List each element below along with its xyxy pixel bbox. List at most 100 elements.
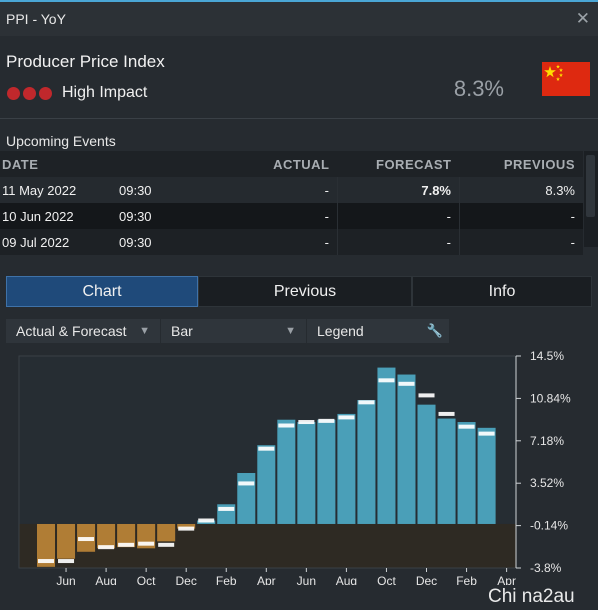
actual-bar xyxy=(417,404,436,524)
actual-bar xyxy=(357,400,376,524)
close-icon[interactable]: ✕ xyxy=(575,9,590,28)
impact-dot-icon xyxy=(23,86,36,100)
event-time: 09:30 xyxy=(113,177,162,203)
tab-chart[interactable]: Chart xyxy=(6,276,198,307)
tab-previous[interactable]: Previous xyxy=(198,276,412,307)
impact-label: High Impact xyxy=(62,84,148,101)
actual-bar xyxy=(57,523,76,559)
actual-bar xyxy=(117,523,136,548)
legend-label: Legend xyxy=(317,323,364,339)
forecast-marker xyxy=(138,541,155,546)
window-accent-line xyxy=(0,0,598,2)
forecast-marker xyxy=(358,400,375,405)
actual-bar xyxy=(437,418,456,524)
forecast-marker xyxy=(318,418,335,423)
forecast-marker xyxy=(178,526,195,531)
forecast-marker xyxy=(398,381,415,386)
impact-rating: High Impact xyxy=(7,84,147,102)
forecast-marker xyxy=(478,431,495,436)
actual-bar xyxy=(397,374,416,524)
actual-bar xyxy=(317,419,336,524)
indicator-header: Producer Price Index High Impact 8.3% xyxy=(0,38,598,119)
event-date: 09 Jul 2022 xyxy=(0,229,113,255)
event-forecast: 7.8% xyxy=(337,177,460,203)
forecast-marker xyxy=(58,559,75,564)
table-scrollbar[interactable] xyxy=(584,151,598,247)
x-tick-label-month: Dec xyxy=(176,574,197,585)
scrollbar-thumb[interactable] xyxy=(586,155,595,217)
forecast-marker xyxy=(338,415,355,420)
event-forecast: - xyxy=(337,229,460,255)
forecast-marker xyxy=(198,518,215,523)
impact-dot-icon xyxy=(7,86,20,100)
y-tick-label: 10.84% xyxy=(530,391,571,405)
actual-bar xyxy=(477,427,496,524)
actual-bar xyxy=(337,413,356,524)
x-tick-label-month: Jun xyxy=(297,574,316,585)
actual-bar xyxy=(97,523,116,549)
event-previous: - xyxy=(459,203,583,229)
impact-dot-icon xyxy=(39,86,52,100)
watermark: Chi na2au xyxy=(488,586,575,607)
x-tick-label-month: Apr xyxy=(257,574,276,585)
wrench-icon: 🔧 xyxy=(426,323,443,338)
y-tick-label: -0.14% xyxy=(530,519,568,533)
forecast-marker xyxy=(118,542,135,547)
legend-button[interactable]: Legend 🔧 xyxy=(307,319,450,343)
forecast-marker xyxy=(438,411,455,416)
title-bar: PPI - YoY ✕ xyxy=(0,2,598,36)
event-forecast: - xyxy=(337,203,460,229)
table-header-row: DATE ACTUAL FORECAST PREVIOUS xyxy=(0,151,583,177)
x-tick-label-month: Oct xyxy=(137,574,156,585)
chart-controls: Actual & Forecast ▼ Bar ▼ Legend 🔧 xyxy=(6,319,450,343)
chart-type-value: Bar xyxy=(171,323,193,339)
column-header-date[interactable]: DATE xyxy=(0,151,162,177)
event-previous: - xyxy=(459,229,583,255)
column-header-previous[interactable]: PREVIOUS xyxy=(459,151,583,177)
series-select-value: Actual & Forecast xyxy=(16,323,127,339)
forecast-marker xyxy=(458,424,475,429)
forecast-marker xyxy=(38,559,55,564)
tab-info[interactable]: Info xyxy=(412,276,592,307)
x-tick-label-month: Aug xyxy=(95,574,116,585)
x-tick-label-month: Apr xyxy=(497,574,516,585)
actual-bar xyxy=(237,473,256,524)
x-tick-label-month: Dec xyxy=(416,574,437,585)
event-actual: - xyxy=(162,229,338,255)
x-tick-label-month: Aug xyxy=(336,574,357,585)
event-time: 09:30 xyxy=(113,229,162,255)
chart-type-select[interactable]: Bar ▼ xyxy=(161,319,307,343)
actual-bar xyxy=(157,523,176,542)
event-actual: - xyxy=(162,177,338,203)
event-time: 09:30 xyxy=(113,203,162,229)
actual-bar xyxy=(457,422,476,524)
forecast-marker xyxy=(218,506,235,511)
upcoming-events-title: Upcoming Events xyxy=(6,133,116,149)
forecast-marker xyxy=(238,481,255,486)
y-tick-label: 14.5% xyxy=(530,349,564,363)
view-tabs: Chart Previous Info xyxy=(6,276,592,307)
forecast-marker xyxy=(158,542,175,547)
chevron-down-icon: ▼ xyxy=(139,325,150,337)
forecast-marker xyxy=(98,545,115,550)
event-date: 11 May 2022 xyxy=(0,177,113,203)
column-header-actual[interactable]: ACTUAL xyxy=(162,151,338,177)
actual-bar xyxy=(257,445,276,524)
table-row[interactable]: 10 Jun 2022 09:30 - - - xyxy=(0,203,583,229)
chevron-down-icon: ▼ xyxy=(285,325,296,337)
actual-bar xyxy=(177,523,196,529)
x-tick-label-month: Feb xyxy=(216,574,237,585)
table-row[interactable]: 11 May 2022 09:30 - 7.8% 8.3% xyxy=(0,177,583,203)
series-select[interactable]: Actual & Forecast ▼ xyxy=(6,319,161,343)
forecast-marker xyxy=(78,537,95,542)
indicator-name: Producer Price Index xyxy=(6,52,165,71)
actual-bar xyxy=(377,367,396,524)
forecast-marker xyxy=(418,393,435,398)
x-tick-label-month: Jun xyxy=(56,574,75,585)
y-tick-label: 3.52% xyxy=(530,476,564,490)
forecast-marker xyxy=(258,446,275,451)
table-row[interactable]: 09 Jul 2022 09:30 - - - xyxy=(0,229,583,255)
column-header-forecast[interactable]: FORECAST xyxy=(337,151,460,177)
window-title: PPI - YoY xyxy=(6,11,66,27)
event-actual: - xyxy=(162,203,338,229)
